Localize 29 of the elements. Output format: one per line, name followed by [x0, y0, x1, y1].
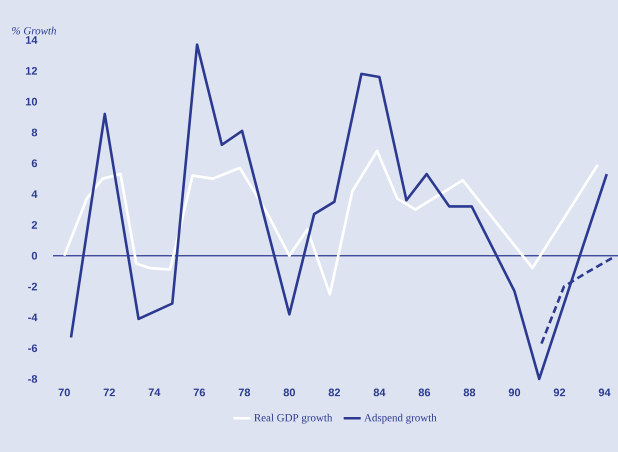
x-tick-label: 70 [58, 388, 70, 396]
legend-label: Adspend growth [364, 414, 437, 424]
y-tick-label: 8 [32, 128, 38, 136]
y-axis-title: % Growth [12, 26, 56, 34]
y-tick-label: -6 [28, 344, 38, 352]
y-tick-label: 14 [26, 36, 38, 44]
legend-label: Real GDP growth [254, 414, 332, 424]
line-series [62, 150, 600, 296]
x-tick-label: 74 [148, 388, 160, 396]
y-tick-label: -4 [28, 314, 38, 322]
x-tick-label: 94 [598, 388, 611, 396]
x-tick-label: 90 [508, 388, 520, 396]
y-tick-label: -2 [28, 282, 38, 290]
y-tick-label: 6 [32, 159, 38, 168]
y-tick-label: -8 [28, 375, 38, 383]
y-tick-label: 0 [32, 252, 38, 260]
x-tick-label: 88 [464, 388, 476, 396]
y-tick-label: 2 [32, 221, 38, 229]
x-tick-label: 84 [374, 388, 386, 396]
x-tick-label: 80 [284, 388, 295, 396]
y-tick-label: 4 [32, 190, 38, 198]
y-tick-label: 10 [26, 98, 38, 106]
x-tick-label: 86 [418, 388, 430, 396]
x-tick-label: 76 [194, 388, 206, 396]
x-tick-label: 78 [238, 388, 250, 396]
y-tick-label: 12 [26, 67, 38, 75]
x-tick-label: 92 [554, 388, 566, 396]
x-tick-label: 82 [328, 388, 340, 396]
x-tick-label: 72 [104, 388, 115, 396]
